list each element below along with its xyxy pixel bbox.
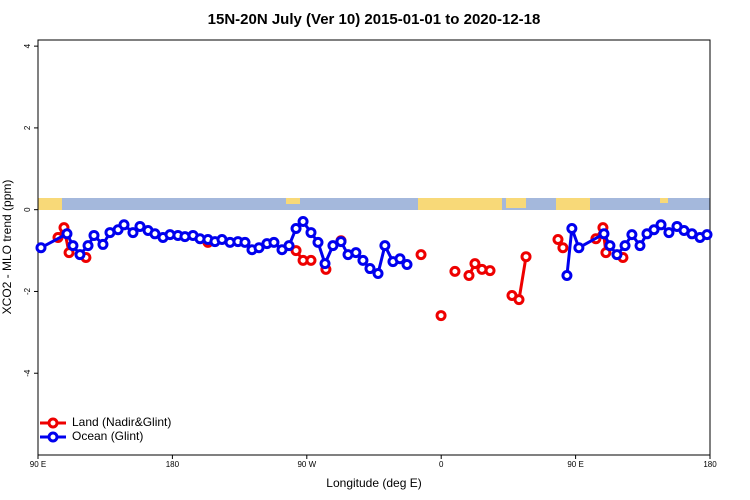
point <box>435 310 447 322</box>
point <box>561 270 573 282</box>
point <box>283 240 295 252</box>
point <box>372 267 384 279</box>
y-tick-label: 2 <box>23 125 32 130</box>
y-axis-label: XCO2 - MLO trend (ppm) <box>0 180 14 315</box>
x-axis-label: Longitude (deg E) <box>326 476 421 490</box>
point <box>97 238 109 250</box>
x-tick-label: 90 W <box>297 460 316 469</box>
point <box>401 258 413 270</box>
point <box>379 240 391 252</box>
point <box>663 227 675 239</box>
point <box>253 242 265 254</box>
point <box>335 236 347 248</box>
point <box>290 245 302 257</box>
point <box>74 249 86 261</box>
point <box>566 222 578 234</box>
y-tick-label: 0 <box>23 207 32 212</box>
point <box>305 254 317 266</box>
point <box>297 216 309 228</box>
x-tick-label: 0 <box>439 460 444 469</box>
point <box>82 240 94 252</box>
point <box>655 219 667 231</box>
point <box>134 220 146 232</box>
point <box>513 294 525 306</box>
point <box>61 228 73 240</box>
point <box>350 247 362 259</box>
y-tick-label: -2 <box>23 287 32 295</box>
point <box>239 236 251 248</box>
y-tick-label: 4 <box>23 43 32 48</box>
legend-label: Land (Nadir&Glint) <box>72 415 171 429</box>
point <box>469 258 481 270</box>
point <box>127 227 139 239</box>
y-tick-label: -4 <box>23 369 32 377</box>
point <box>604 240 616 252</box>
point <box>312 236 324 248</box>
point <box>290 222 302 234</box>
legend-marker <box>47 431 59 443</box>
point <box>648 224 660 236</box>
point <box>305 227 317 239</box>
point <box>319 258 331 270</box>
point <box>611 249 623 261</box>
legend-marker <box>47 417 59 429</box>
x-tick-label: 90 E <box>30 460 46 469</box>
point <box>598 228 610 240</box>
point <box>35 242 47 254</box>
point <box>484 265 496 277</box>
land-ocean-band <box>38 198 710 210</box>
x-tick-label: 180 <box>703 460 717 469</box>
point <box>552 234 564 246</box>
x-tick-label: 180 <box>166 460 180 469</box>
point <box>394 253 406 265</box>
x-tick-label: 90 E <box>567 460 583 469</box>
chart-title: 15N-20N July (Ver 10) 2015-01-01 to 2020… <box>208 11 541 28</box>
point <box>701 229 713 241</box>
point <box>268 236 280 248</box>
point <box>327 240 339 252</box>
point <box>415 249 427 261</box>
point <box>67 240 79 252</box>
point <box>88 229 100 241</box>
point <box>118 219 130 231</box>
legend-label: Ocean (Glint) <box>72 429 143 443</box>
point <box>557 242 569 254</box>
point <box>626 229 638 241</box>
point <box>449 265 461 277</box>
point <box>619 240 631 252</box>
point <box>463 270 475 282</box>
point <box>520 251 532 263</box>
point <box>357 254 369 266</box>
point <box>634 240 646 252</box>
point <box>573 242 585 254</box>
point <box>364 263 376 275</box>
